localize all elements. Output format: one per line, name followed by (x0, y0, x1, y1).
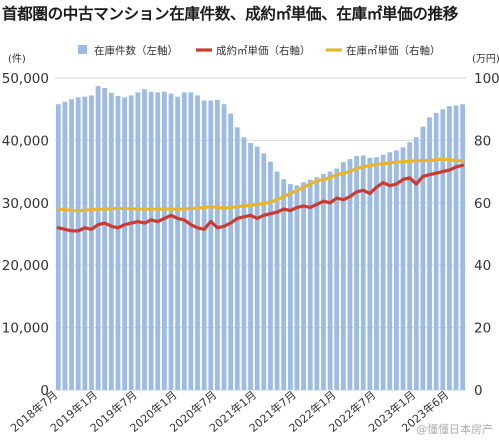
bar (400, 147, 406, 390)
bar (347, 159, 353, 390)
bar (69, 99, 74, 390)
bar (55, 104, 61, 390)
bar (82, 96, 88, 390)
bar (340, 162, 346, 390)
bar (321, 174, 326, 390)
bar (360, 155, 366, 390)
bar (413, 137, 419, 390)
legend-label: 在庫件数（左軸） (94, 44, 178, 57)
right-axis-tick-label: 20 (474, 321, 491, 337)
bar (221, 104, 227, 390)
bar (161, 91, 167, 390)
line-series (56, 157, 465, 233)
bar (420, 126, 426, 390)
left-axis-tick-label: 40,000 (2, 133, 49, 149)
right-axis-tick-label: 80 (474, 133, 491, 149)
bar (281, 179, 287, 390)
bar (195, 95, 200, 391)
bar (427, 117, 432, 390)
bar (387, 152, 393, 390)
bar (135, 92, 141, 391)
bar (115, 96, 121, 390)
bar (248, 142, 253, 390)
bar (394, 150, 399, 390)
bar (294, 185, 300, 390)
left-axis-unit: (件) (8, 53, 26, 65)
bar (181, 92, 187, 391)
legend-item: 在庫㎡単価（右軸） (326, 44, 441, 57)
legend-label: 成約㎡単価（右軸） (216, 44, 311, 57)
stock-price-line (56, 157, 465, 213)
bar (89, 95, 94, 391)
bar (268, 161, 273, 390)
bar (241, 137, 247, 390)
bar (327, 171, 333, 390)
legend-item: 在庫件数（左軸） (78, 44, 178, 57)
bar (128, 95, 134, 391)
bar (334, 168, 340, 390)
bar (201, 100, 207, 391)
bar (374, 157, 379, 390)
legend: 在庫件数（左軸） 成約㎡単価（右軸） 在庫㎡単価（右軸） (78, 44, 441, 57)
bar (228, 113, 234, 391)
bar (261, 153, 267, 390)
bar (287, 184, 293, 390)
left-axis-tick-label: 50,000 (2, 71, 49, 87)
bar (188, 92, 194, 391)
left-axis-tick-label: 10,000 (2, 321, 49, 337)
bar (440, 109, 446, 390)
bar (108, 92, 114, 390)
right-axis-tick-label: 100 (474, 71, 499, 87)
bar-series (55, 86, 466, 391)
bar (380, 154, 386, 390)
bar (75, 97, 81, 391)
bar (354, 156, 360, 390)
right-axis-tick-label: 40 (474, 258, 491, 274)
watermark: @懂懂日本房产 (416, 423, 493, 436)
bar (148, 91, 154, 390)
chart-title: 首都圏の中古マンション在庫件数、成約㎡単価、在庫㎡単価の推移 (2, 5, 459, 23)
sold-price-line (56, 163, 465, 233)
left-axis-tick-label: 0 (40, 383, 49, 399)
bar (175, 96, 181, 390)
bar (142, 89, 147, 391)
bar (274, 171, 280, 390)
bar (367, 157, 373, 390)
bar (447, 106, 452, 390)
bar (102, 87, 108, 390)
bar (433, 112, 439, 390)
right-axis-tick-label: 60 (474, 196, 491, 212)
left-axis-tick-label: 30,000 (2, 196, 49, 212)
bar (407, 142, 413, 390)
right-axis-tick-label: 0 (474, 383, 483, 399)
bar (460, 104, 466, 390)
left-axis-tick-label: 20,000 (2, 258, 49, 274)
legend-item: 成約㎡単価（右軸） (196, 44, 311, 57)
bar (95, 86, 101, 390)
bar (208, 100, 214, 391)
bar (301, 182, 306, 390)
bar (168, 93, 174, 390)
bar (314, 177, 320, 390)
bar (215, 99, 220, 390)
bar (307, 179, 313, 390)
bar (122, 97, 127, 391)
bar (254, 146, 260, 390)
legend-swatch (78, 45, 87, 54)
bar (234, 127, 240, 391)
legend-label: 在庫㎡単価（右軸） (346, 44, 441, 57)
bar (62, 101, 68, 390)
bar (453, 105, 459, 391)
bar (155, 92, 161, 391)
right-axis-unit: (万円) (472, 54, 499, 65)
